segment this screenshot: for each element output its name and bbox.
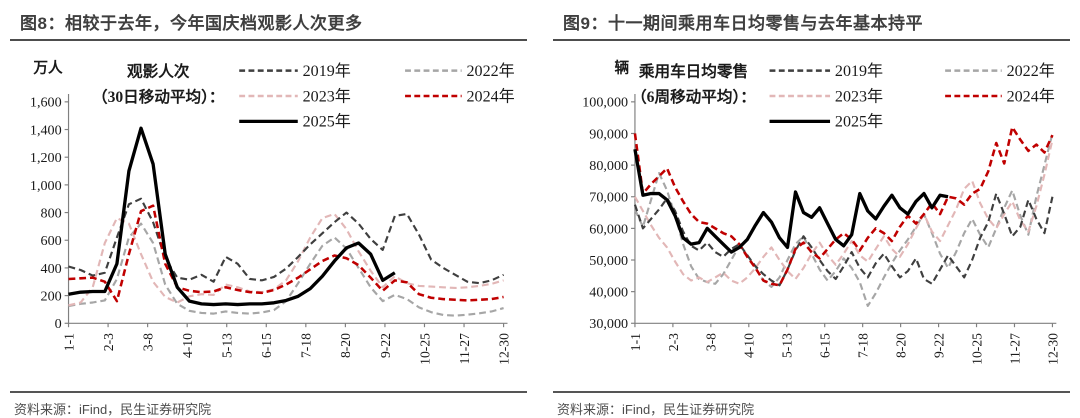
y-tick-label: 70,000 bbox=[589, 190, 628, 206]
x-tick-label: 2-3 bbox=[666, 333, 681, 351]
y-tick-label: 1,000 bbox=[30, 178, 62, 194]
x-tick-label: 7-18 bbox=[856, 333, 871, 358]
x-tick-label: 3-8 bbox=[704, 333, 719, 351]
x-axis: 1-1 2-3 3-8 4-10 5-13 6-15 7-18 8-20 9-22 10-25 11… bbox=[61, 322, 511, 365]
legend-title-line: （30日移动平均）： bbox=[92, 87, 225, 106]
fig8-chart-area: 0 200 400 600 800 1,000 1,200 1,400 1,600 万人 1-1 2-… bbox=[10, 41, 527, 391]
x-tick-label: 1-1 bbox=[61, 333, 76, 351]
y-axis-unit: 辆 bbox=[614, 59, 629, 77]
x-tick-label: 4-10 bbox=[180, 333, 195, 358]
x-tick-label: 12-30 bbox=[496, 333, 511, 365]
legend-label-2024年: 2024年 bbox=[467, 87, 515, 105]
legend-label-2025年: 2025年 bbox=[835, 113, 883, 131]
x-tick-label: 3-8 bbox=[141, 333, 156, 351]
y-tick-label: 40,000 bbox=[589, 285, 628, 301]
fig9-source-divider bbox=[553, 391, 1070, 393]
y-tick-label: 400 bbox=[41, 261, 62, 277]
legend-title-line: 观影人次 bbox=[127, 61, 190, 80]
y-tick-label: 800 bbox=[41, 205, 62, 221]
series-line-2024年 bbox=[68, 204, 504, 303]
legend-label-2019年: 2019年 bbox=[303, 62, 351, 80]
x-tick-label: 11-27 bbox=[457, 333, 472, 364]
y-tick-label: 1,200 bbox=[30, 150, 62, 166]
fig9-source-text: 资料来源：iFind，民生证券研究院 bbox=[557, 402, 755, 417]
fig9-title: 图9：十一期间乘用车日均零售与去年基本持平 bbox=[553, 6, 1070, 41]
fig9-line-chart: 30,000 40,000 50,000 60,000 70,000 80,000 90,0… bbox=[582, 59, 1060, 365]
y-tick-label: 100,000 bbox=[582, 95, 628, 111]
x-tick-label: 11-27 bbox=[1007, 333, 1022, 364]
x-tick-label: 6-15 bbox=[818, 333, 833, 358]
fig8-title: 图8：相较于去年，今年国庆档观影人次更多 bbox=[10, 6, 527, 41]
y-tick-label: 600 bbox=[41, 233, 62, 249]
fig8-source-divider bbox=[10, 391, 527, 393]
legend-label-2019年: 2019年 bbox=[835, 62, 883, 80]
x-axis: 1-1 2-3 3-8 4-10 5-13 6-15 7-18 8-20 9-22 10-25 11… bbox=[628, 322, 1060, 365]
series-line-2019年 bbox=[633, 192, 1054, 287]
y-tick-label: 30,000 bbox=[589, 316, 628, 332]
legend-label-2022年: 2022年 bbox=[1007, 62, 1055, 80]
legend-label-2024年: 2024年 bbox=[1007, 87, 1055, 105]
fig9-chart-area: 30,000 40,000 50,000 60,000 70,000 80,000 90,0… bbox=[553, 41, 1070, 391]
y-tick-label: 200 bbox=[41, 288, 62, 304]
panel-fig8: 图8：相较于去年，今年国庆档观影人次更多 0 200 400 600 800 1,000 1… bbox=[10, 6, 527, 418]
series-line-2025年 bbox=[633, 148, 949, 254]
x-tick-label: 9-22 bbox=[931, 333, 946, 358]
x-tick-label: 2-3 bbox=[101, 333, 116, 351]
y-tick-label: 60,000 bbox=[589, 221, 628, 237]
legend-label-2025年: 2025年 bbox=[303, 113, 351, 131]
series-lines bbox=[633, 125, 1054, 307]
x-tick-label: 10-25 bbox=[969, 333, 984, 365]
fig8-source-text: 资料来源：iFind，民生证券研究院 bbox=[14, 402, 212, 417]
y-axis: 0 200 400 600 800 1,000 1,200 1,400 1,600 bbox=[30, 94, 70, 332]
x-tick-label: 5-13 bbox=[780, 333, 795, 358]
y-tick-label: 90,000 bbox=[589, 126, 628, 142]
y-tick-label: 1,600 bbox=[30, 95, 62, 111]
panel-fig9: 图9：十一期间乘用车日均零售与去年基本持平 30,000 40,000 50,000… bbox=[553, 6, 1070, 418]
series-line-2023年 bbox=[68, 212, 504, 307]
y-tick-label: 80,000 bbox=[589, 158, 628, 174]
legend: 乘用车日均零售 （6周移动平均）： 2019年 2023年 2025年 2022年 2024… bbox=[631, 61, 1055, 130]
legend-label-2023年: 2023年 bbox=[835, 87, 883, 105]
y-axis-unit: 万人 bbox=[32, 60, 63, 77]
x-tick-label: 7-18 bbox=[299, 333, 314, 358]
legend-title-line: 乘用车日均零售 bbox=[638, 61, 748, 80]
x-tick-label: 8-20 bbox=[894, 333, 909, 358]
y-tick-label: 1,400 bbox=[30, 122, 62, 138]
legend-label-2023年: 2023年 bbox=[303, 87, 351, 105]
x-tick-label: 4-10 bbox=[742, 333, 757, 358]
x-tick-label: 1-1 bbox=[628, 333, 643, 351]
series-line-2024年 bbox=[633, 125, 1054, 287]
x-tick-label: 9-22 bbox=[378, 333, 393, 358]
y-axis: 30,000 40,000 50,000 60,000 70,000 80,000 90,0… bbox=[582, 94, 636, 332]
series-line-2019年 bbox=[68, 197, 505, 285]
x-tick-label: 12-30 bbox=[1045, 333, 1060, 365]
x-tick-label: 5-13 bbox=[220, 333, 235, 358]
legend-label-2022年: 2022年 bbox=[467, 62, 515, 80]
legend: 观影人次 （30日移动平均）： 2019年 2023年 2025年 2022年 2024年 bbox=[92, 61, 515, 130]
fig8-line-chart: 0 200 400 600 800 1,000 1,200 1,400 1,600 万人 1-1 2-… bbox=[30, 60, 515, 365]
y-tick-label: 0 bbox=[55, 316, 62, 332]
y-tick-label: 50,000 bbox=[589, 253, 628, 269]
series-line-2022年 bbox=[633, 133, 1054, 307]
legend-title-line: （6周移动平均）： bbox=[631, 87, 756, 106]
x-tick-label: 8-20 bbox=[338, 333, 353, 358]
x-tick-label: 10-25 bbox=[417, 333, 432, 365]
series-lines bbox=[68, 126, 505, 317]
x-tick-label: 6-15 bbox=[259, 333, 274, 358]
series-line-2025年 bbox=[68, 126, 396, 307]
